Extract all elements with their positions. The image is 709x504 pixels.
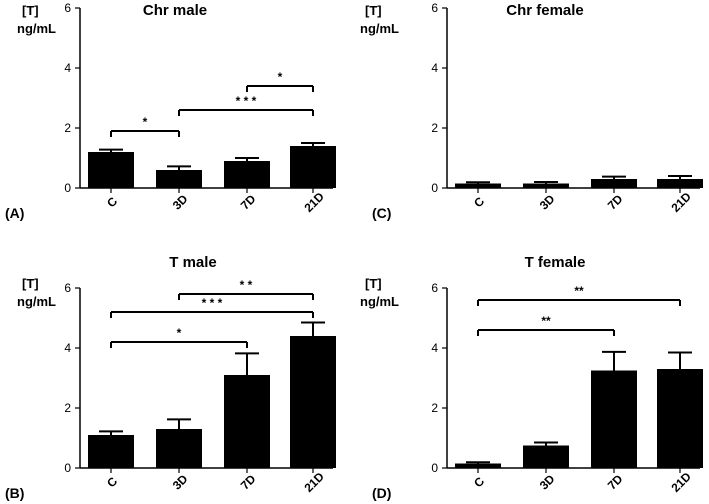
bar-21D	[657, 179, 703, 188]
y-tick-label: 2	[431, 401, 438, 415]
x-tick-label: 3D	[170, 192, 191, 213]
bar-C	[88, 435, 134, 468]
bar-7D	[591, 179, 637, 188]
y-tick-label: 2	[431, 121, 438, 135]
bar-21D	[290, 146, 336, 188]
y-tick-label: 6	[431, 1, 438, 15]
significance-label: *	[278, 70, 283, 84]
panel-label: (B)	[5, 485, 24, 501]
bar-C	[455, 183, 501, 188]
x-tick-label: C	[104, 194, 120, 210]
y-axis-label: [T]	[365, 3, 382, 18]
significance-label: * *	[240, 278, 253, 292]
y-axis-label: [T]	[365, 276, 382, 291]
x-tick-label: C	[471, 194, 487, 210]
y-tick-label: 6	[64, 281, 71, 295]
bar-C	[88, 152, 134, 188]
x-tick-label: 21D	[668, 189, 694, 215]
significance-bracket: * * *	[110, 296, 314, 318]
y-tick-label: 4	[64, 61, 71, 75]
panel-label: (D)	[372, 485, 391, 501]
y-tick-label: 0	[431, 181, 438, 195]
x-tick-label: 7D	[605, 472, 626, 493]
bar-7D	[591, 370, 637, 468]
significance-bracket: **	[477, 284, 681, 306]
bar-3D	[523, 445, 569, 468]
x-tick-label: 3D	[537, 472, 558, 493]
x-tick-label: 7D	[605, 192, 626, 213]
bar-3D	[523, 183, 569, 188]
chart-title: T male	[169, 254, 217, 271]
bar-7D	[224, 375, 270, 468]
x-tick-label: 3D	[170, 472, 191, 493]
chart-title: T female	[525, 254, 586, 271]
y-tick-label: 0	[64, 181, 71, 195]
significance-bracket: *	[110, 326, 248, 348]
significance-label: *	[143, 115, 148, 129]
x-tick-label: 21D	[668, 469, 694, 495]
x-tick-label: 3D	[537, 192, 558, 213]
y-axis-label: ng/mL	[17, 294, 56, 309]
y-axis-label: ng/mL	[360, 21, 399, 36]
y-tick-label: 4	[64, 341, 71, 355]
significance-label: **	[574, 284, 584, 298]
chart-panel-B: T male [T] ng/mL 0 2 4 6 C 3D 7D 21D * * * * * * (B)	[5, 254, 336, 501]
chart-panel-D: T female [T] ng/mL 0 2 4 6 C 3D 7D 21D ** ** (D)	[360, 254, 703, 501]
significance-label: * * *	[202, 296, 223, 310]
chart-panel-C: Chr female [T] ng/mL 0 2 4 6 C 3D 7D 21D (C)	[360, 1, 703, 221]
y-axis-label: [T]	[22, 3, 39, 18]
y-tick-label: 4	[431, 61, 438, 75]
y-axis-label: ng/mL	[17, 21, 56, 36]
y-tick-label: 2	[64, 121, 71, 135]
y-axis-label: ng/mL	[360, 294, 399, 309]
significance-bracket: *	[246, 70, 314, 92]
chart-title: Chr male	[143, 2, 207, 19]
significance-bracket: *	[110, 115, 180, 137]
x-tick-label: 21D	[301, 189, 327, 215]
bar-C	[455, 463, 501, 468]
x-tick-label: 21D	[301, 469, 327, 495]
y-tick-label: 0	[431, 461, 438, 475]
y-tick-label: 6	[431, 281, 438, 295]
significance-label: **	[541, 314, 551, 328]
bar-3D	[156, 170, 202, 188]
chart-title: Chr female	[506, 2, 584, 19]
significance-label: *	[177, 326, 182, 340]
y-tick-label: 6	[64, 1, 71, 15]
x-tick-label: C	[104, 474, 120, 490]
significance-bracket: * * *	[178, 94, 314, 116]
y-tick-label: 4	[431, 341, 438, 355]
x-tick-label: C	[471, 474, 487, 490]
bar-21D	[657, 369, 703, 468]
y-tick-label: 2	[64, 401, 71, 415]
y-tick-label: 0	[64, 461, 71, 475]
chart-panel-A: Chr male [T] ng/mL 0 2 4 6 C 3D 7D 21D * * * * * (A)	[5, 1, 336, 221]
bar-3D	[156, 429, 202, 468]
y-axis-label: [T]	[22, 276, 39, 291]
x-tick-label: 7D	[238, 192, 259, 213]
bar-21D	[290, 336, 336, 468]
x-tick-label: 7D	[238, 472, 259, 493]
panel-label: (C)	[372, 205, 391, 221]
significance-label: * * *	[236, 94, 257, 108]
significance-bracket: **	[477, 314, 615, 336]
bar-7D	[224, 161, 270, 188]
significance-bracket: * *	[178, 278, 314, 300]
panel-label: (A)	[5, 205, 24, 221]
